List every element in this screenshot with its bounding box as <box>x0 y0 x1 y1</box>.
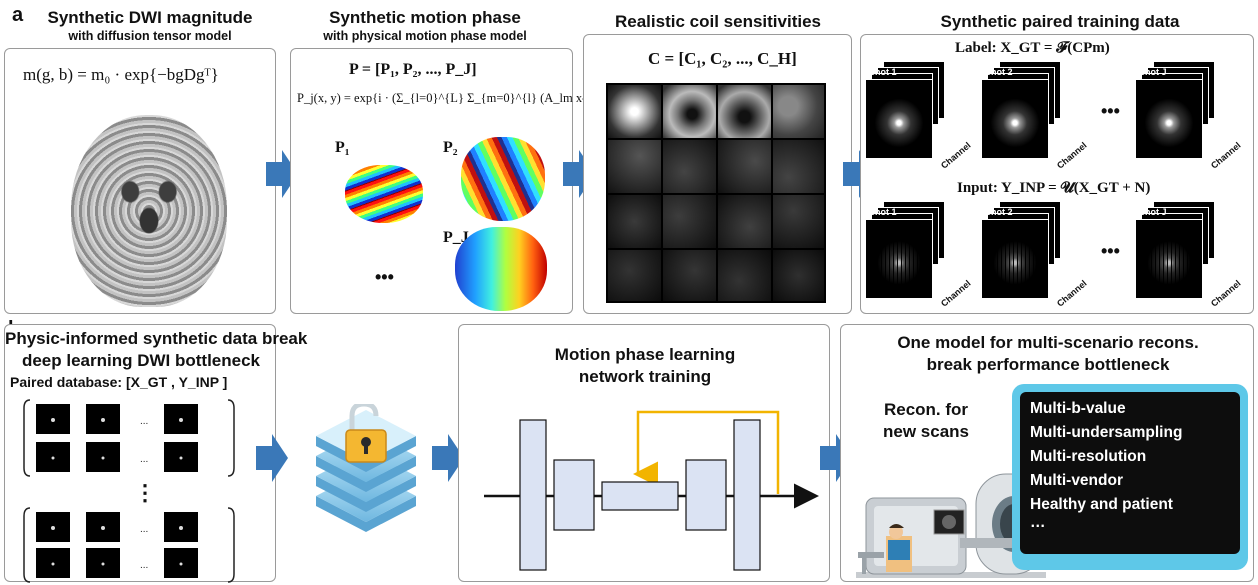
phase-label-p1: P₁ <box>335 139 350 156</box>
database-group-2: ... ... <box>23 507 235 583</box>
scenario-healthy-patient: Healthy and patient <box>1030 496 1173 513</box>
dwi-magnitude-panel: m(g, b) = m₀ · exp{−bgDgᵀ} <box>4 48 276 314</box>
phase-map-p2 <box>461 137 545 221</box>
database-title-line1: Physic-informed synthetic data break <box>5 329 308 348</box>
recon-label-line2: new scans <box>883 422 969 441</box>
shot-2-label: Shot 2 <box>985 67 1013 77</box>
scenario-multi-undersampling: Multi-undersampling <box>1030 424 1183 441</box>
phase-map-pj <box>455 227 547 311</box>
coil-map <box>663 140 716 193</box>
kspace-input-shotJ <box>1135 219 1203 299</box>
coil-map <box>663 195 716 248</box>
recon-label-line1: Recon. for <box>883 400 969 419</box>
coil-map <box>608 250 661 301</box>
diffusion-tensor-equation: m(g, b) = m₀ · exp{−bgDgᵀ} <box>23 65 219 84</box>
multi-scenario-title-line1: One model for multi-scenario recons. <box>897 333 1199 352</box>
scenario-more: … <box>1030 514 1046 531</box>
network-title-line2: network training <box>578 367 712 386</box>
flow-arrow-5 <box>432 434 464 482</box>
shot-1-label: Shot 1 <box>869 67 897 77</box>
scenario-monitor <box>1012 384 1248 570</box>
input-ellipsis: ••• <box>1101 241 1120 261</box>
unet-diagram <box>484 410 819 571</box>
coil-map <box>718 140 771 193</box>
phase-set-equation: P = [P₁, P₂, ..., P_J] <box>349 61 477 78</box>
kspace-label-shotJ <box>1135 79 1203 159</box>
database-vdots: ⋮ <box>134 480 156 505</box>
coil-map <box>773 195 824 248</box>
channel-label: Channel <box>1055 278 1089 309</box>
motion-phase-subtitle: with physical motion phase model <box>323 29 527 43</box>
channel-label: Channel <box>939 140 973 171</box>
coil-map <box>608 85 661 138</box>
motion-phase-panel: P = [P₁, P₂, ..., P_J] P_j(x, y) = exp{i… <box>290 48 656 314</box>
scenario-multi-vendor: Multi-vendor <box>1030 472 1123 489</box>
dwi-magnitude-subtitle: with diffusion tensor model <box>68 29 232 43</box>
phase-ellipsis: ••• <box>375 267 394 287</box>
network-title-line1: Motion phase learning <box>554 345 736 364</box>
label-ellipsis: ••• <box>1101 101 1120 121</box>
coil-map <box>608 140 661 193</box>
shot-1-label: Shot 1 <box>869 207 897 217</box>
database-unlock-icon <box>316 404 416 532</box>
panel-label-a: a <box>12 4 24 26</box>
coil-sensitivity-title: Realistic coil sensitivities <box>615 12 821 31</box>
coil-sensitivity-grid <box>606 83 826 303</box>
flow-arrow-4 <box>256 434 288 482</box>
kspace-label-shot2 <box>981 79 1049 159</box>
shot-2-label: Shot 2 <box>985 207 1013 217</box>
coil-map <box>663 85 716 138</box>
scenario-multi-resolution: Multi-resolution <box>1030 448 1147 465</box>
scenario-multi-b-value: Multi-b-value <box>1030 400 1126 417</box>
coil-map <box>608 195 661 248</box>
coil-map <box>663 250 716 301</box>
coil-sensitivity-panel: C = [C₁, C₂, ..., C_H] <box>583 34 852 314</box>
kspace-input-shot2 <box>981 219 1049 299</box>
kspace-input-shot1 <box>865 219 933 299</box>
multi-scenario-title-line2: break performance bottleneck <box>926 355 1170 374</box>
phase-model-equation: P_j(x, y) = exp{i · (Σ_{l=0}^{L} Σ_{m=0}… <box>297 91 656 105</box>
svg-text:...: ... <box>140 524 148 535</box>
coil-map <box>773 250 824 301</box>
kspace-label-shot1 <box>865 79 933 159</box>
channel-label: Channel <box>1209 140 1243 171</box>
database-group-1: ... ... <box>23 399 235 477</box>
input-equation: Input: Y_INP = 𝓤(X_GT + N) <box>957 180 1151 196</box>
label-equation: Label: X_GT = 𝓕(CPm) <box>955 40 1110 56</box>
channel-label: Channel <box>1055 140 1089 171</box>
channel-label: Channel <box>939 278 973 309</box>
svg-text:...: ... <box>140 560 148 571</box>
paired-data-panel: Label: X_GT = 𝓕(CPm) Shot 1 Channel Shot… <box>860 34 1254 314</box>
coil-map <box>718 195 771 248</box>
phase-label-p2: P₂ <box>443 139 458 156</box>
svg-text:...: ... <box>140 416 148 427</box>
shot-J-label: Shot J <box>1139 207 1167 217</box>
paired-data-title: Synthetic paired training data <box>940 12 1180 31</box>
coil-map <box>718 85 771 138</box>
paired-database-label: Paired database: [X_GT , Y_INP ] <box>10 374 228 390</box>
coil-set-equation: C = [C₁, C₂, ..., C_H] <box>648 49 797 68</box>
brain-dwi-image <box>71 115 227 307</box>
shot-J-label: Shot J <box>1139 67 1167 77</box>
phase-map-p1 <box>345 165 423 223</box>
channel-label: Channel <box>1209 278 1243 309</box>
svg-text:...: ... <box>140 454 148 465</box>
scenario-screen <box>1020 392 1240 554</box>
dwi-magnitude-title: Synthetic DWI magnitude <box>47 8 253 27</box>
database-title-line2: deep learning DWI bottleneck <box>21 351 261 370</box>
coil-map <box>773 85 824 138</box>
coil-map <box>718 250 771 301</box>
motion-phase-title: Synthetic motion phase <box>329 8 521 27</box>
coil-map <box>773 140 824 193</box>
